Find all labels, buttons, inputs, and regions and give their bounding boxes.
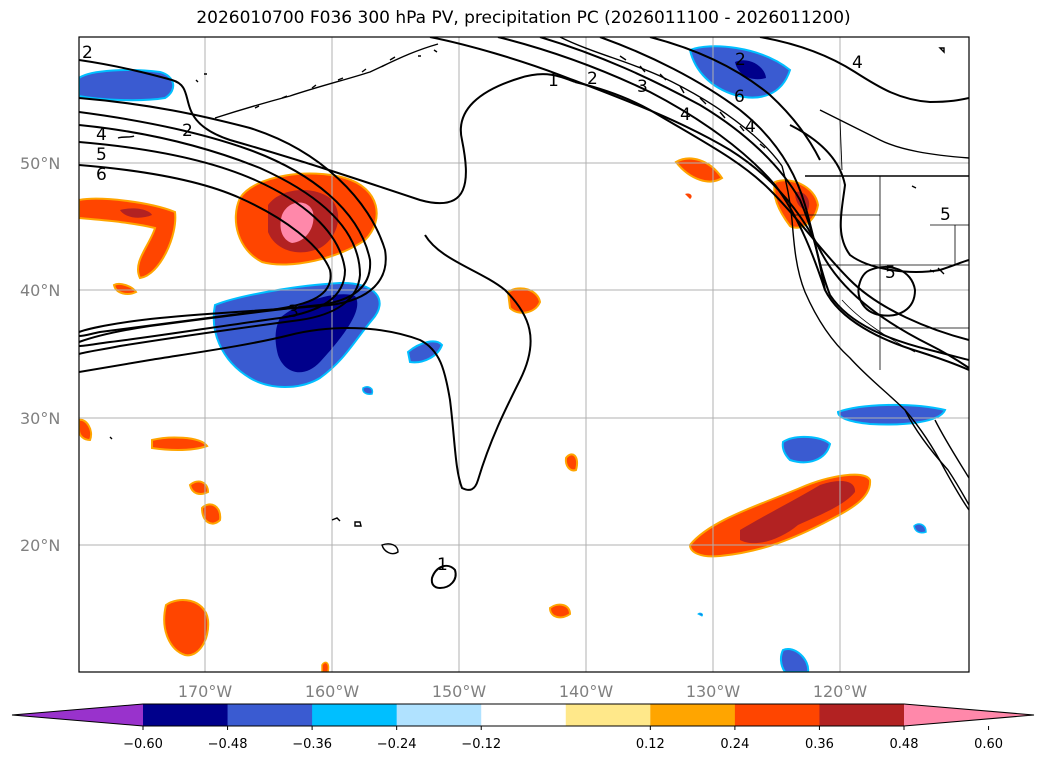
longitude-label: 140°W [559,682,614,701]
colorbar-segment [396,704,482,726]
colorbar-tick-label: 0.36 [805,737,834,752]
pv-contours [79,37,969,590]
colorbar-extension-min [12,704,143,726]
colorbar-tick-label: −0.60 [123,737,163,752]
contour-label: 2 [587,69,598,89]
latitude-label: 30°N [20,409,60,428]
contour-label: 4 [745,117,756,137]
contour-label: 6 [96,165,107,185]
colorbar-segment [565,704,651,726]
contour-label: 4 [96,125,107,145]
map-title: 2026010700 F036 300 hPa PV, precipitatio… [196,8,851,28]
colorbar-segment [650,704,736,726]
colorbar-tick-label: −0.48 [208,737,248,752]
colorbar-tick-label: −0.24 [377,737,417,752]
colorbar-segment [819,704,905,726]
longitude-label: 160°W [305,682,360,701]
coastlines [109,37,969,555]
contour-label: 5 [885,263,896,283]
colorbar-segment [227,704,313,726]
colorbar-tick-label: 0.12 [636,737,665,752]
latitude-labels: 50°N 40°N 30°N 20°N [20,154,60,555]
contour-label: 5 [940,205,951,225]
map-frame-border [78,36,970,673]
contour-labels: 2 4 5 6 2 3 1 2 3 4 6 4 2 4 5 5 1 [82,43,951,575]
longitude-label: 120°W [813,682,868,701]
colorbar-segment [312,704,398,726]
precipitation-fields [79,45,947,672]
contour-label: 5 [96,145,107,165]
colorbar-tick-label: 0.48 [890,737,919,752]
colorbar-tick-label: 0.24 [720,737,749,752]
contour-label: 2 [82,43,93,63]
colorbar: −0.60 −0.48 −0.36 −0.24 −0.12 0.12 0.24 0.36 0.4… [11,703,1035,752]
colorbar-segment [481,704,567,726]
colorbar-segment [143,704,229,726]
contour-label: 4 [680,105,691,125]
latitude-label: 50°N [20,154,60,173]
contour-label: 2 [735,50,746,70]
gridlines [79,37,969,672]
contour-label: 3 [288,302,299,322]
colorbar-tick-label: −0.36 [292,737,332,752]
colorbar-tick-label: −0.12 [461,737,501,752]
latitude-label: 40°N [20,281,60,300]
contour-label: 4 [852,53,863,73]
contour-label: 3 [637,77,648,97]
longitude-label: 150°W [432,682,487,701]
contour-label: 6 [734,87,745,107]
latitude-label: 20°N [20,536,60,555]
colorbar-segment [734,704,820,726]
longitude-label: 130°W [686,682,741,701]
longitude-label: 170°W [178,682,233,701]
contour-label: 2 [182,121,193,141]
contour-label: 1 [548,71,559,91]
contour-label: 1 [437,555,448,575]
colorbar-tick-label: 0.60 [974,737,1003,752]
colorbar-extension-max [904,704,1034,726]
longitude-labels: 170°W 160°W 150°W 140°W 130°W 120°W [178,682,868,701]
